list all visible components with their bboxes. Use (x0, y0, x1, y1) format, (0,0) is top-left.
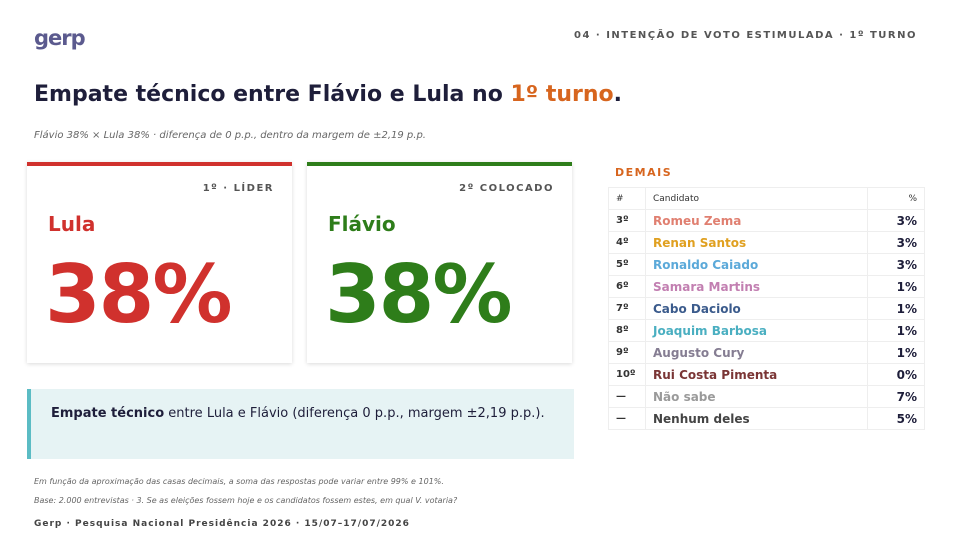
value-cell: 3% (867, 231, 925, 254)
rank-cell: — (608, 385, 646, 408)
name-cell: Joaquim Barbosa (644, 319, 869, 342)
value-cell: 0% (867, 363, 925, 386)
name-cell: Nenhum deles (644, 407, 869, 430)
header-row: # Candidato % (608, 187, 925, 210)
callout: Empate técnico entre Lula e Flávio (dife… (27, 389, 574, 459)
logo: gerp (34, 26, 86, 50)
value-cell: 3% (867, 253, 925, 276)
rank-cell: — (608, 407, 646, 430)
card-rank: 2º COLOCADO (459, 183, 554, 194)
name-cell: Augusto Cury (644, 341, 869, 364)
value-cell: 3% (867, 209, 925, 232)
table-title: DEMAIS (615, 166, 673, 179)
table-row: 10º Rui Costa Pimenta 0% (608, 363, 925, 386)
card-value: 38% (325, 248, 512, 341)
table-row: 4º Renan Santos 3% (608, 231, 925, 254)
table-row: 8º Joaquim Barbosa 1% (608, 319, 925, 342)
footer: Gerp · Pesquisa Nacional Presidência 202… (34, 519, 410, 529)
subtitle: Flávio 38% × Lula 38% · diferença de 0 p… (34, 130, 426, 141)
rank-cell: 5º (608, 253, 646, 276)
header-cell: # (608, 187, 646, 210)
rank-cell: 7º (608, 297, 646, 320)
table-row: 9º Augusto Cury 1% (608, 341, 925, 364)
others-table: # Candidato % 3º Romeu Zema 3% 4º Renan Sant… (608, 187, 925, 430)
value-cell: 1% (867, 297, 925, 320)
rank-cell: 8º (608, 319, 646, 342)
value-cell: 7% (867, 385, 925, 408)
value-cell: 1% (867, 341, 925, 364)
title-highlight: 1º turno (510, 82, 614, 107)
table-row: 7º Cabo Daciolo 1% (608, 297, 925, 320)
title-text: Empate técnico entre Flávio e Lula no (34, 82, 511, 107)
name-cell: Samara Martins (644, 275, 869, 298)
name-cell: Renan Santos (644, 231, 869, 254)
table-body: 3º Romeu Zema 3% 4º Renan Santos 3% 5º Ronaldo … (608, 209, 925, 430)
rank-cell: 9º (608, 341, 646, 364)
value-cell: 1% (867, 319, 925, 342)
card-rank: 1º · LÍDER (202, 183, 274, 194)
name-cell: Romeu Zema (644, 209, 869, 232)
rank-cell: 10º (608, 363, 646, 386)
name-cell: Não sabe (644, 385, 869, 408)
value-cell: 5% (867, 407, 925, 430)
table-row: — Não sabe 7% (608, 385, 925, 408)
callout-bold: Empate técnico (51, 406, 165, 421)
section-label: 04 · INTENÇÃO DE VOTO ESTIMULADA · 1º TU… (574, 30, 917, 41)
value-cell: 1% (867, 275, 925, 298)
note: Em função da aproximação das casas decim… (34, 477, 444, 486)
table-row: 5º Ronaldo Caiado 3% (608, 253, 925, 276)
card-value: 38% (45, 248, 232, 341)
callout-text: entre Lula e Flávio (diferença 0 p.p., m… (164, 406, 545, 421)
table-row: — Nenhum deles 5% (608, 407, 925, 430)
card-name: Lula (48, 212, 96, 236)
rank-cell: 4º (608, 231, 646, 254)
title: Empate técnico entre Flávio e Lula no 1º… (34, 82, 622, 107)
table-row: 6º Samara Martins 1% (608, 275, 925, 298)
header-cell: Candidato (644, 187, 869, 210)
card: 2º COLOCADO Flávio 38% (307, 162, 572, 363)
table-row: 3º Romeu Zema 3% (608, 209, 925, 232)
name-cell: Cabo Daciolo (644, 297, 869, 320)
rank-cell: 3º (608, 209, 646, 232)
note: Base: 2.000 entrevistas · 3. Se as eleiç… (34, 496, 458, 505)
rank-cell: 6º (608, 275, 646, 298)
header-cell: % (867, 187, 925, 210)
title-end: . (613, 82, 623, 107)
name-cell: Ronaldo Caiado (644, 253, 869, 276)
card-name: Flávio (328, 212, 396, 236)
name-cell: Rui Costa Pimenta (644, 363, 869, 386)
card: 1º · LÍDER Lula 38% (27, 162, 292, 363)
